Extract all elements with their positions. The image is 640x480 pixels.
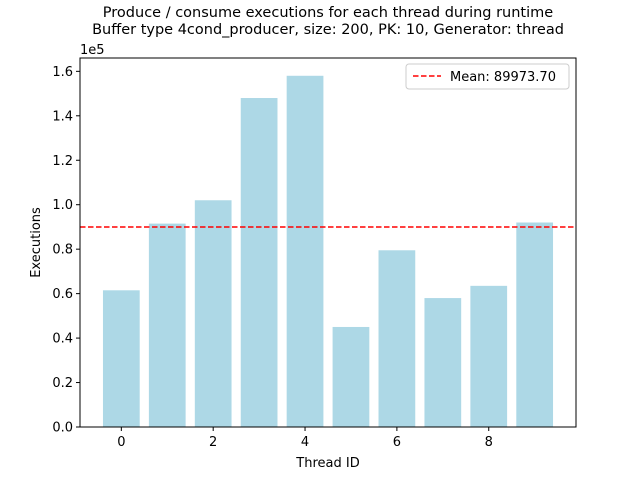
chart-title-line-1: Produce / consume executions for each th… (103, 5, 553, 21)
y-tick-label: 1.6 (52, 65, 73, 80)
chart-title-line-2: Buffer type 4cond_producer, size: 200, P… (92, 22, 564, 38)
plot-frame (79, 57, 577, 428)
y-axis-label: Executions (29, 207, 44, 278)
y-tick-label: 1.2 (52, 154, 73, 169)
y-tick-label: 0.6 (52, 287, 73, 302)
x-axis-label: Thread ID (295, 456, 359, 471)
x-tick-label: 4 (301, 435, 309, 450)
legend: Mean: 89973.70 (405, 63, 570, 90)
bar-thread-2 (194, 200, 232, 427)
x-tick-label: 6 (393, 435, 401, 450)
y-axis-ticks: 0.0 0.2 0.4 0.6 0.8 1.0 1.2 1.4 1.6 (52, 65, 80, 436)
bar-thread-3 (240, 98, 278, 427)
y-axis-multiplier: 1e5 (80, 43, 105, 58)
y-tick-label: 0.8 (52, 243, 73, 258)
y-tick-label: 0.2 (52, 376, 73, 391)
y-tick-label: 1.0 (52, 198, 73, 213)
bar-thread-6 (378, 250, 416, 427)
bar-thread-1 (148, 223, 186, 427)
x-tick-label: 2 (209, 435, 217, 450)
bar-thread-9 (516, 222, 554, 427)
legend-box (405, 63, 570, 90)
legend-mean-label: Mean: 89973.70 (450, 70, 556, 85)
x-axis-ticks: 0 2 4 6 8 (117, 427, 493, 450)
y-tick-label: 0.4 (52, 332, 73, 347)
y-tick-label: 1.4 (52, 109, 73, 124)
x-tick-label: 0 (117, 435, 125, 450)
y-tick-label: 0.0 (52, 421, 73, 436)
bar-thread-4 (286, 75, 324, 427)
bar-thread-0 (102, 290, 140, 427)
bar-thread-7 (424, 298, 462, 427)
bar-series (102, 75, 554, 427)
bar-thread-8 (470, 285, 508, 427)
x-tick-label: 8 (485, 435, 493, 450)
bar-thread-5 (332, 326, 370, 427)
